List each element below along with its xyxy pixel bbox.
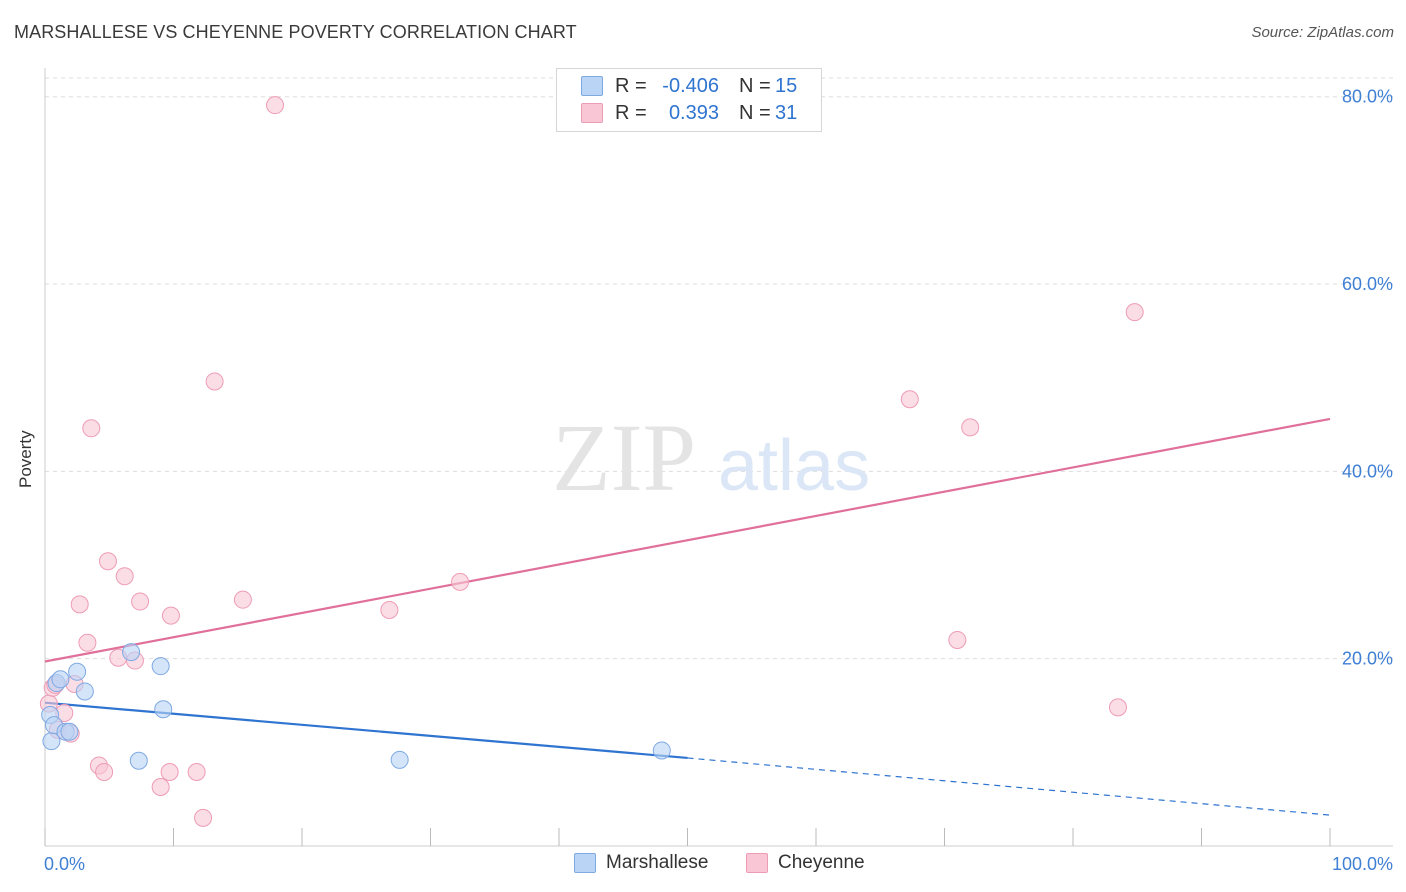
n-label: N =	[739, 101, 771, 124]
r-value: -0.406	[662, 74, 719, 97]
cheyenne-legend-swatch	[746, 853, 768, 873]
marshallese-point	[652, 741, 671, 760]
cheyenne-point	[70, 595, 89, 614]
n-value: 31	[775, 101, 798, 124]
x-tick-label-min: 0.0%	[44, 854, 85, 874]
chart-title: MARSHALLESE VS CHEYENNE POVERTY CORRELAT…	[14, 22, 577, 42]
marshallese-point	[68, 662, 87, 681]
n-label: N =	[739, 74, 771, 97]
cheyenne-point	[266, 96, 285, 115]
cheyenne-point	[948, 630, 967, 649]
marshallese-swatch	[581, 76, 603, 96]
marshallese-point	[51, 670, 70, 689]
y-tick-label: 40.0%	[1342, 461, 1393, 481]
cheyenne-swatch	[581, 103, 603, 123]
cheyenne-point	[131, 592, 150, 611]
cheyenne-point	[194, 808, 213, 827]
watermark-zip: ZIP	[552, 404, 696, 511]
r-label: R =	[615, 74, 647, 97]
cheyenne-point	[1125, 303, 1144, 322]
legend-label-cheyenne: Cheyenne	[778, 852, 865, 873]
cheyenne-point	[161, 606, 180, 625]
cheyenne-point	[380, 600, 399, 619]
y-tick-label: 60.0%	[1342, 274, 1393, 294]
stats-legend: R = -0.406 N = 15 R = 0.393 N = 31	[556, 68, 822, 132]
source-label: Source: ZipAtlas.com	[1251, 24, 1394, 41]
marshallese-trend-extension	[687, 757, 1331, 816]
marshallese-point	[151, 657, 170, 676]
y-tick-labels: 20.0% 40.0% 60.0% 80.0%	[1342, 87, 1393, 669]
data-points	[39, 96, 1144, 827]
r-label: R =	[615, 101, 647, 124]
r-value: 0.393	[668, 101, 719, 124]
marshallese-trend-line	[44, 701, 688, 760]
marshallese-point	[60, 722, 79, 741]
cheyenne-point	[187, 763, 206, 782]
cheyenne-point	[151, 777, 170, 796]
y-axis-label: Poverty	[16, 430, 35, 488]
n-value: 15	[775, 74, 798, 97]
marshallese-point	[390, 750, 409, 769]
legend-label-marshallese: Marshallese	[606, 852, 709, 873]
legend-item-marshallese[interactable]: Marshallese	[574, 852, 708, 874]
legend-item-cheyenne[interactable]: Cheyenne	[746, 852, 865, 874]
legend-row-cheyenne: R = 0.393 N = 31	[581, 100, 797, 126]
x-tick-label-max: 100.0%	[1332, 854, 1393, 874]
grid-lines	[45, 77, 1393, 660]
cheyenne-point	[961, 418, 980, 437]
cheyenne-point	[160, 763, 179, 782]
trend-lines	[44, 417, 1331, 816]
cheyenne-point	[451, 572, 470, 591]
series-legend: Marshallese Cheyenne	[0, 852, 1406, 878]
cheyenne-point	[205, 372, 224, 391]
marshallese-point	[75, 682, 94, 701]
legend-row-marshallese: R = -0.406 N = 15	[581, 73, 797, 99]
marshallese-legend-swatch	[574, 853, 596, 873]
cheyenne-point	[900, 390, 919, 409]
cheyenne-point	[82, 419, 101, 438]
cheyenne-point	[78, 633, 97, 652]
cheyenne-point	[233, 590, 252, 609]
watermark-atlas: atlas	[718, 426, 870, 506]
marshallese-point	[154, 700, 173, 719]
y-tick-label: 80.0%	[1342, 87, 1393, 107]
cheyenne-point	[98, 552, 117, 571]
cheyenne-point	[115, 567, 134, 586]
cheyenne-point	[1108, 698, 1127, 717]
marshallese-point	[129, 751, 148, 770]
cheyenne-trend-line	[44, 417, 1331, 663]
marshallese-point	[122, 643, 141, 662]
cheyenne-point	[95, 763, 114, 782]
y-tick-label: 20.0%	[1342, 649, 1393, 669]
